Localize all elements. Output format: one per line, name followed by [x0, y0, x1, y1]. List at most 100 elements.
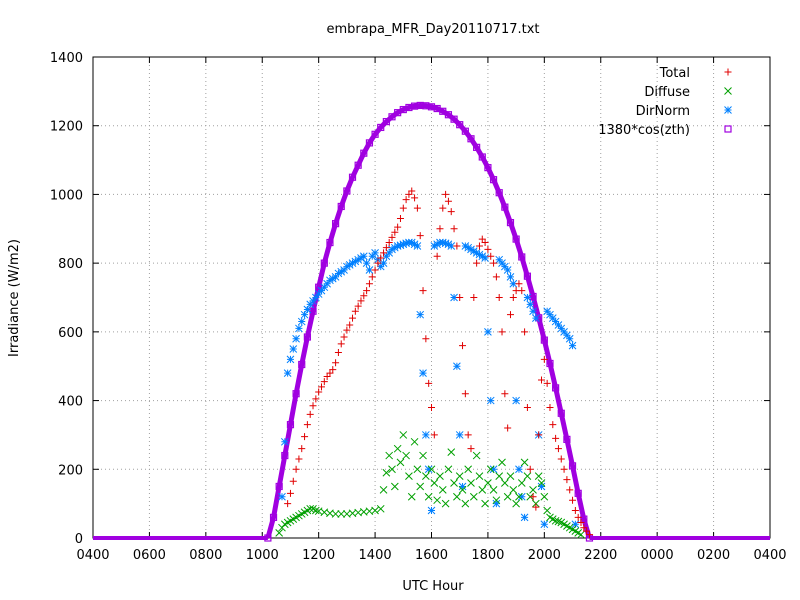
data-point — [410, 240, 419, 249]
data-point — [343, 326, 351, 334]
data-point — [289, 345, 298, 353]
data-point — [489, 486, 498, 494]
data-point — [464, 465, 473, 474]
data-point — [295, 324, 303, 333]
series-layer — [93, 101, 770, 542]
data-point — [520, 513, 529, 522]
data-point — [297, 317, 306, 326]
data-point — [385, 239, 393, 247]
data-point — [517, 492, 526, 501]
x-tick-label: 0400 — [753, 548, 786, 563]
data-point — [552, 434, 560, 442]
data-point — [362, 259, 371, 267]
data-point — [425, 379, 433, 387]
data-point — [534, 472, 543, 481]
data-point — [275, 482, 283, 491]
data-point — [303, 333, 311, 341]
data-point — [475, 250, 484, 259]
data-point — [509, 486, 518, 494]
data-point — [517, 479, 526, 487]
data-point — [450, 225, 458, 233]
data-point — [478, 486, 487, 494]
data-point — [540, 492, 549, 501]
data-point — [374, 259, 382, 267]
data-point — [295, 455, 303, 463]
data-point — [469, 247, 478, 255]
data-point — [532, 503, 540, 511]
data-point — [569, 496, 577, 504]
data-point — [565, 334, 574, 343]
data-point — [424, 465, 433, 474]
x-tick-label: 1400 — [359, 548, 392, 563]
data-point — [441, 499, 450, 508]
data-point — [343, 262, 351, 271]
data-point — [473, 259, 481, 267]
data-point — [571, 507, 579, 515]
x-tick-label: 0400 — [76, 548, 109, 563]
data-point — [503, 266, 512, 274]
data-point — [433, 496, 441, 505]
data-point — [444, 197, 452, 205]
data-point — [546, 403, 554, 411]
data-point — [382, 117, 390, 126]
data-point — [337, 267, 346, 276]
data-point — [388, 233, 396, 241]
data-point — [298, 445, 306, 453]
data-point — [309, 307, 317, 315]
data-point — [441, 239, 450, 248]
legend-marker — [724, 68, 732, 76]
data-point — [481, 239, 489, 247]
data-point — [472, 451, 481, 460]
data-point — [461, 242, 470, 250]
series-total — [284, 187, 593, 539]
data-point — [481, 499, 489, 508]
data-point — [459, 342, 467, 350]
data-point — [469, 492, 478, 501]
data-point — [301, 433, 309, 441]
data-point — [523, 472, 532, 481]
data-point — [433, 252, 441, 260]
data-point — [349, 314, 357, 322]
data-point — [529, 307, 537, 316]
data-point — [371, 248, 379, 257]
data-point — [357, 254, 365, 262]
data-point — [438, 486, 447, 494]
data-point — [557, 455, 565, 463]
data-point — [461, 127, 469, 135]
data-point — [379, 486, 388, 494]
data-point — [430, 431, 438, 439]
data-point — [320, 259, 328, 267]
data-point — [535, 431, 543, 439]
legend-label: DirNorm — [636, 104, 690, 119]
data-point — [461, 499, 470, 508]
x-tick-label: 2000 — [528, 548, 561, 563]
data-point — [345, 261, 354, 269]
data-point — [422, 431, 430, 439]
data-point — [334, 348, 342, 356]
data-point — [388, 113, 396, 121]
data-point — [515, 465, 523, 474]
data-point — [521, 328, 529, 336]
data-point — [334, 269, 343, 278]
data-point — [382, 468, 391, 477]
data-point — [475, 472, 484, 481]
data-point — [380, 249, 388, 257]
data-point — [376, 504, 385, 513]
data-point — [568, 462, 577, 470]
data-point — [348, 173, 357, 181]
chart-title: embrapa_MFR_Day20110717.txt — [326, 22, 539, 37]
data-point — [444, 240, 453, 249]
data-point — [281, 451, 289, 460]
x-tick-label: 0200 — [697, 548, 730, 563]
data-point — [500, 479, 509, 487]
data-point — [365, 266, 374, 274]
data-point — [509, 279, 518, 288]
data-point — [464, 243, 473, 252]
data-point — [453, 242, 461, 250]
data-point — [484, 328, 492, 336]
data-point — [399, 204, 407, 212]
data-point — [368, 273, 376, 281]
data-point — [456, 294, 464, 301]
data-point — [283, 369, 292, 377]
